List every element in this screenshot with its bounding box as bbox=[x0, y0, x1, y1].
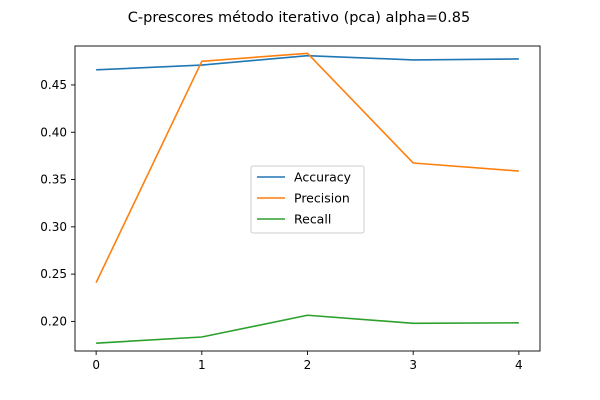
legend-label-recall: Recall bbox=[294, 212, 331, 227]
legend: Accuracy Precision Recall bbox=[250, 165, 365, 234]
x-tick-label: 2 bbox=[304, 358, 312, 372]
chart-title: C-prescores método iterativo (pca) alpha… bbox=[128, 10, 470, 26]
y-tick-label: 0.45 bbox=[40, 78, 67, 92]
y-tick-label: 0.40 bbox=[40, 125, 67, 139]
legend-label-accuracy: Accuracy bbox=[294, 170, 352, 185]
legend-label-precision: Precision bbox=[294, 191, 350, 206]
series-line-recall bbox=[96, 314, 519, 344]
series-lines bbox=[95, 52, 519, 344]
series-line-accuracy bbox=[96, 54, 519, 71]
x-tick-label: 3 bbox=[409, 358, 417, 372]
y-tick-label: 0.35 bbox=[40, 173, 67, 187]
series-line-precision bbox=[95, 52, 519, 283]
y-tick-label: 0.30 bbox=[40, 220, 67, 234]
axes: 0 1 2 3 4 0.20 0.25 0.30 0.35 0.40 0.45 bbox=[40, 45, 541, 372]
x-tick-label: 1 bbox=[198, 358, 206, 372]
x-tick-label: 4 bbox=[515, 358, 523, 372]
y-tick-label: 0.25 bbox=[40, 267, 67, 281]
y-tick-label: 0.20 bbox=[40, 314, 67, 328]
x-tick-label: 0 bbox=[92, 358, 100, 372]
legend-box bbox=[250, 165, 365, 234]
